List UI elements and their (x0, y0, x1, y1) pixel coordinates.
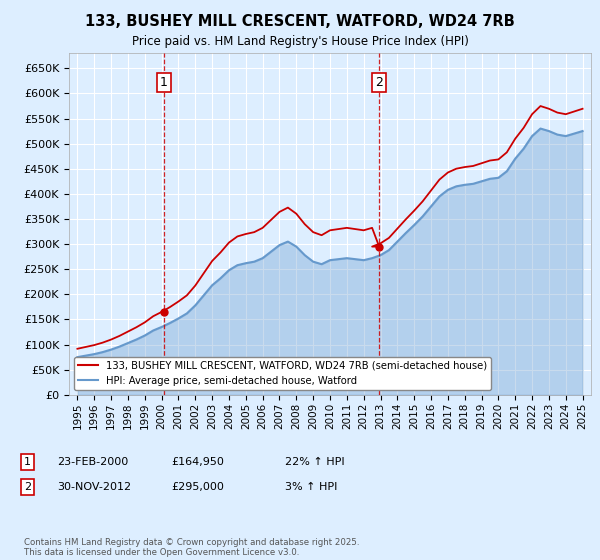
Text: 1: 1 (24, 457, 31, 467)
Text: Contains HM Land Registry data © Crown copyright and database right 2025.
This d: Contains HM Land Registry data © Crown c… (24, 538, 359, 557)
Text: 22% ↑ HPI: 22% ↑ HPI (285, 457, 344, 467)
Text: 133, BUSHEY MILL CRESCENT, WATFORD, WD24 7RB: 133, BUSHEY MILL CRESCENT, WATFORD, WD24… (85, 14, 515, 29)
Text: 3% ↑ HPI: 3% ↑ HPI (285, 482, 337, 492)
Text: Price paid vs. HM Land Registry's House Price Index (HPI): Price paid vs. HM Land Registry's House … (131, 35, 469, 48)
Text: 1: 1 (160, 76, 168, 89)
Text: 2: 2 (375, 76, 383, 89)
Text: £164,950: £164,950 (171, 457, 224, 467)
Legend: 133, BUSHEY MILL CRESCENT, WATFORD, WD24 7RB (semi-detached house), HPI: Average: 133, BUSHEY MILL CRESCENT, WATFORD, WD24… (74, 357, 491, 390)
Text: 30-NOV-2012: 30-NOV-2012 (57, 482, 131, 492)
Text: 23-FEB-2000: 23-FEB-2000 (57, 457, 128, 467)
Text: 2: 2 (24, 482, 31, 492)
Text: £295,000: £295,000 (171, 482, 224, 492)
